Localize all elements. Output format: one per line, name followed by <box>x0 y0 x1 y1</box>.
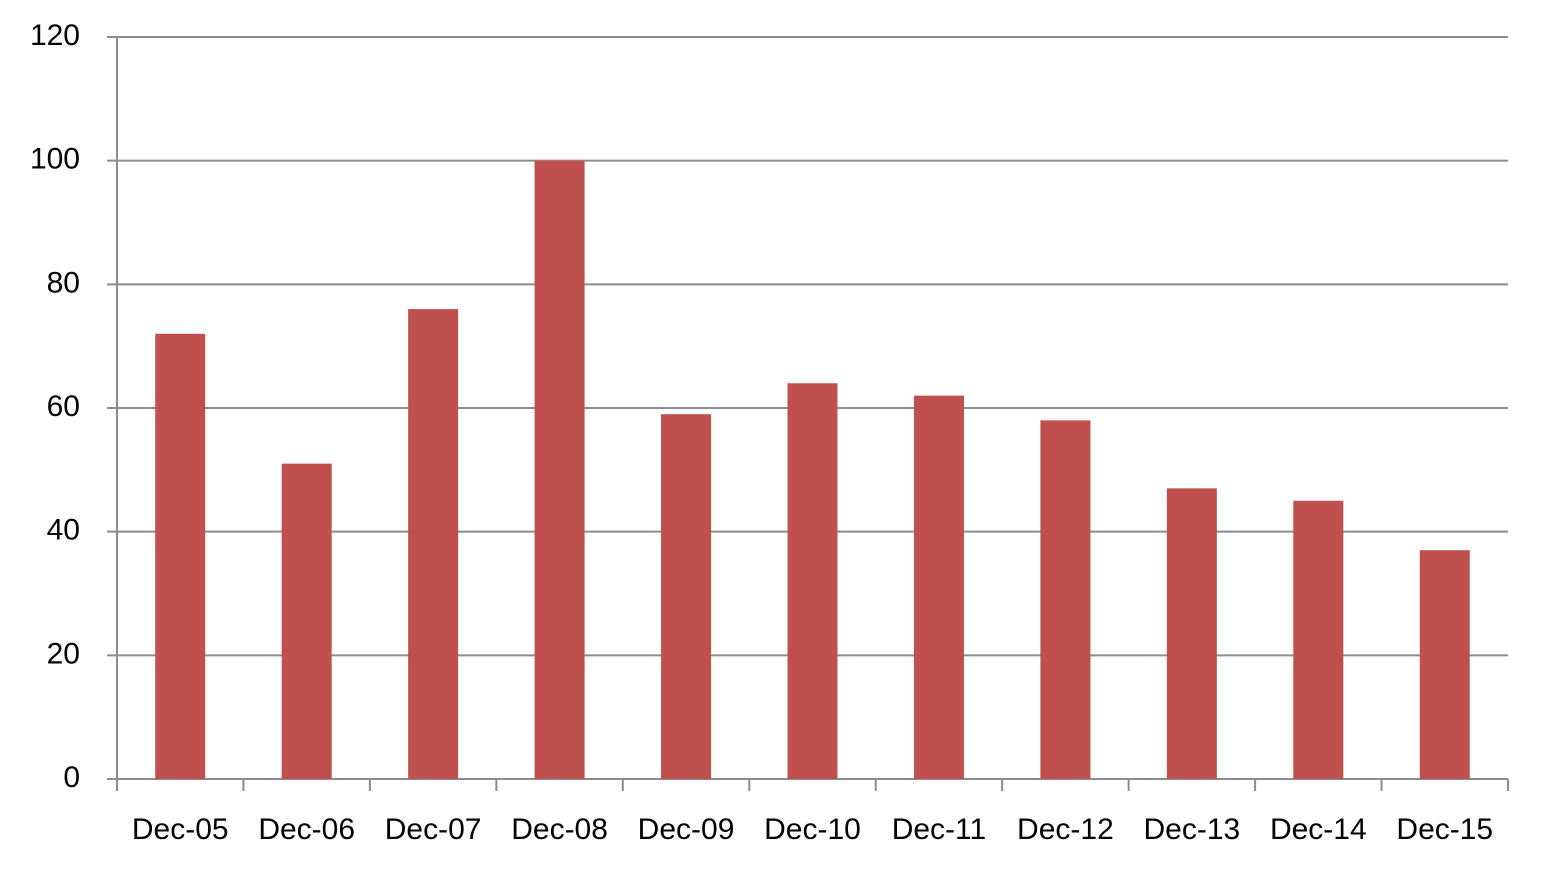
x-tick-label: Dec-07 <box>385 813 482 846</box>
y-tick-label: 40 <box>47 514 80 547</box>
bar <box>661 414 712 779</box>
bar <box>281 463 332 779</box>
bar <box>787 383 838 779</box>
y-tick-label: 0 <box>63 761 80 794</box>
x-tick-label: Dec-06 <box>258 813 355 846</box>
x-tick-label: Dec-13 <box>1144 813 1241 846</box>
x-tick-label: Dec-08 <box>511 813 608 846</box>
x-tick-label: Dec-11 <box>892 813 986 846</box>
bar <box>1293 500 1344 779</box>
x-tick-label: Dec-10 <box>764 813 861 846</box>
bar <box>155 333 206 779</box>
bar <box>913 395 964 779</box>
bar <box>408 309 459 779</box>
bar <box>1419 550 1470 779</box>
y-tick-label: 80 <box>47 266 80 299</box>
y-tick-label: 20 <box>47 637 80 670</box>
bar <box>1040 420 1091 779</box>
x-tick-label: Dec-12 <box>1017 813 1114 846</box>
y-tick-label: 60 <box>47 390 80 423</box>
y-tick-label: 120 <box>30 19 80 52</box>
x-tick-label: Dec-09 <box>638 813 735 846</box>
x-tick-label: Dec-05 <box>132 813 229 846</box>
y-tick-label: 100 <box>30 143 80 176</box>
bar <box>1166 488 1217 779</box>
bar <box>534 160 585 779</box>
x-tick-label: Dec-14 <box>1270 813 1367 846</box>
x-tick-label: Dec-15 <box>1396 813 1493 846</box>
